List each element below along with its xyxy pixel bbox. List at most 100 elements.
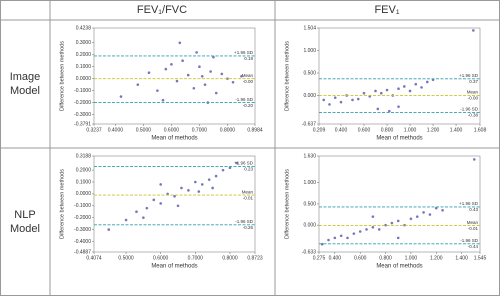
data-point — [231, 80, 235, 84]
reference-value: -0.38 — [468, 113, 479, 118]
x-tick-label: 1.400 — [450, 127, 463, 133]
x-axis-label: Mean of methods — [376, 136, 422, 142]
data-point — [136, 83, 140, 86]
data-point — [397, 87, 400, 91]
y-tick-label: 0.000 — [303, 222, 316, 228]
reference-label: +1.96 SD — [234, 50, 254, 55]
x-tick-label: 1.200 — [430, 255, 443, 261]
reference-label: -1.96 SD — [460, 238, 479, 243]
x-tick-label: 0.4074 — [86, 255, 102, 261]
data-point — [339, 234, 343, 238]
x-tick-label: 0.275 — [313, 255, 326, 261]
y-tick-label: 0.1000 — [76, 179, 92, 185]
data-point — [428, 213, 432, 216]
data-point — [396, 236, 400, 240]
x-tick-label: 1.400 — [455, 255, 468, 261]
data-point — [198, 65, 201, 69]
data-point — [365, 228, 368, 231]
x-tick-label: 0.6000 — [153, 255, 169, 261]
x-tick-label: 0.600 — [354, 255, 367, 261]
x-tick-label: 0.800 — [379, 255, 392, 261]
data-point — [402, 85, 406, 88]
y-tick-label: 0.500 — [303, 201, 316, 207]
column-header: FEV₁ — [374, 4, 399, 16]
y-tick-label: -0.4887 — [74, 249, 91, 255]
plot-frame — [93, 155, 256, 253]
x-tick-label: 0.600 — [358, 127, 371, 133]
reference-value: 0.19 — [244, 56, 253, 61]
data-point — [371, 225, 375, 229]
y-tick-label: 1.504 — [303, 25, 316, 31]
y-tick-label: 0.500 — [303, 70, 316, 76]
reference-value: -0.00 — [468, 96, 479, 101]
data-point — [228, 166, 232, 170]
reference-value: 0.43 — [469, 207, 478, 212]
y-tick-label: 0.2000 — [76, 52, 92, 58]
x-tick-label: 0.4000 — [108, 127, 124, 133]
x-tick-label: 1.000 — [404, 127, 417, 133]
data-point — [192, 86, 196, 90]
y-tick-label: 0.3188 — [76, 153, 92, 159]
data-point — [409, 217, 413, 221]
x-tick-label: 0.400 — [335, 127, 348, 133]
data-point — [119, 95, 123, 98]
data-point — [339, 100, 343, 104]
data-point — [178, 41, 182, 45]
data-point — [388, 109, 391, 113]
reference-label: +1.96 SD — [234, 161, 254, 166]
data-point — [203, 83, 207, 86]
x-tick-label: 0.6000 — [164, 127, 180, 133]
data-point — [200, 183, 204, 186]
data-point — [170, 63, 173, 66]
x-tick-label: 0.8723 — [247, 255, 263, 261]
data-point — [156, 89, 159, 92]
x-axis-label: Mean of methods — [376, 264, 422, 270]
data-point — [333, 236, 337, 240]
y-axis-label: Difference between methods — [59, 169, 65, 239]
data-point — [207, 178, 211, 181]
data-point — [441, 208, 444, 212]
y-tick-label: 0.1000 — [76, 64, 92, 70]
y-tick-label: 0.3000 — [76, 40, 92, 46]
y-axis-label: Difference between methods — [284, 169, 290, 239]
data-point — [422, 211, 425, 214]
data-point — [362, 91, 366, 95]
data-point — [220, 72, 224, 76]
y-tick-label: -0.1000 — [74, 88, 91, 94]
reference-value: 0.23 — [244, 167, 253, 172]
data-point — [214, 91, 218, 95]
x-tick-label: 0.5000 — [136, 127, 152, 133]
x-tick-label: 0.8000 — [222, 255, 238, 261]
y-tick-label: -0.4000 — [74, 239, 91, 245]
y-tick-label: 1.000 — [303, 48, 316, 54]
x-tick-label: 0.7000 — [188, 255, 204, 261]
data-point — [173, 194, 176, 198]
x-tick-label: 0.8984 — [247, 127, 263, 133]
y-tick-label: 0.0000 — [76, 191, 92, 197]
data-point — [322, 98, 326, 102]
data-point — [434, 206, 438, 210]
reference-value: 0.37 — [469, 79, 478, 84]
reference-label: +1.96 SD — [459, 73, 479, 78]
plot-frame — [318, 27, 481, 125]
data-point — [142, 216, 145, 219]
data-point — [371, 215, 375, 218]
y-tick-label: -0.633 — [302, 249, 316, 255]
data-point — [425, 80, 429, 84]
plot-frame — [93, 27, 256, 125]
y-tick-label: 1.000 — [303, 180, 316, 186]
y-tick-label: -0.2000 — [74, 100, 91, 106]
data-point — [197, 190, 201, 193]
data-point — [159, 202, 162, 205]
x-tick-label: 0.7000 — [192, 127, 208, 133]
reference-value: -0.01 — [243, 195, 254, 200]
y-axis-label: Difference between methods — [59, 41, 65, 111]
x-tick-label: 0.3237 — [86, 127, 102, 133]
data-point — [212, 55, 215, 59]
data-point — [240, 74, 243, 78]
data-point — [107, 228, 111, 231]
data-point — [145, 206, 149, 210]
data-point — [180, 186, 183, 190]
y-tick-label: -0.2000 — [74, 215, 91, 221]
reference-value: -0.44 — [468, 244, 479, 249]
